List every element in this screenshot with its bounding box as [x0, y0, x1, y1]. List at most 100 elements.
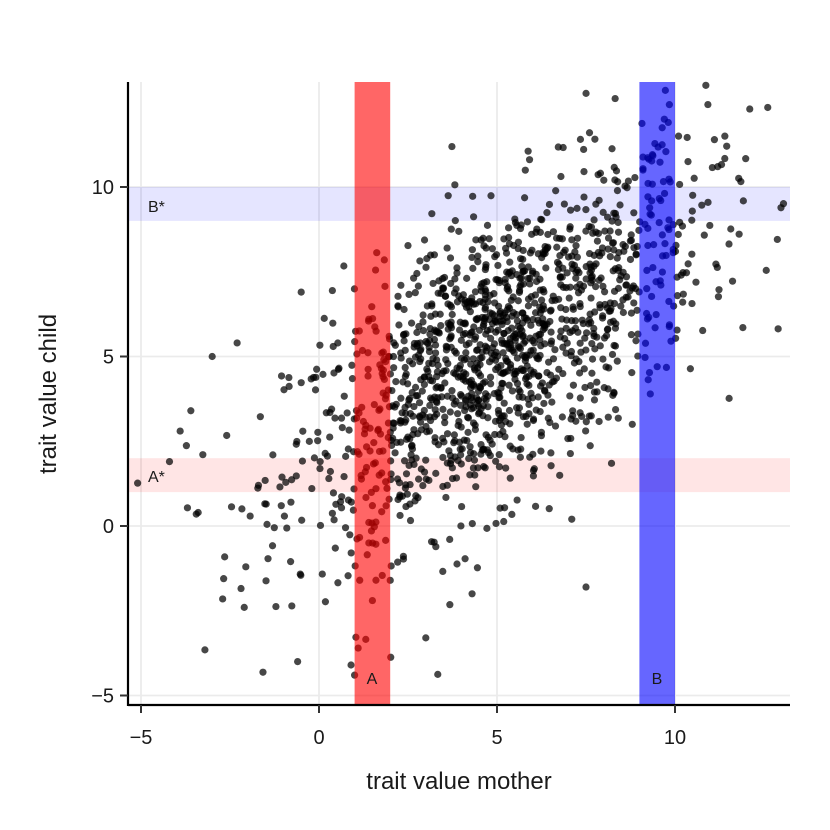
data-point: [713, 263, 721, 272]
data-point: [276, 483, 284, 491]
data-point: [485, 235, 493, 243]
data-point: [192, 510, 200, 518]
data-point: [278, 473, 286, 481]
data-point: [544, 414, 552, 422]
data-point: [773, 235, 781, 244]
data-point: [599, 355, 607, 363]
data-point: [624, 177, 633, 185]
data-point: [526, 280, 534, 288]
data-point: [614, 414, 622, 422]
data-point: [610, 163, 618, 171]
data-point: [737, 178, 745, 186]
data-point: [496, 393, 504, 401]
data-point: [474, 258, 482, 266]
data-point: [316, 521, 325, 530]
data-point: [487, 380, 495, 388]
y-tick-label: 5: [103, 347, 114, 369]
data-point: [595, 417, 603, 426]
data-point: [477, 283, 485, 291]
y-axis-title: trait value child: [35, 314, 62, 474]
data-point: [610, 341, 618, 350]
data-point: [592, 283, 600, 291]
data-point: [316, 341, 324, 349]
data-point: [344, 572, 352, 580]
data-point: [434, 670, 442, 678]
data-point: [470, 450, 478, 458]
data-point: [602, 363, 610, 371]
data-point: [394, 292, 402, 300]
data-point: [334, 579, 342, 587]
data-point: [401, 372, 409, 380]
data-point: [518, 366, 527, 375]
data-point: [415, 475, 423, 483]
data-point: [524, 395, 532, 403]
data-point: [487, 334, 495, 342]
data-point: [460, 436, 468, 444]
data-point: [259, 668, 267, 676]
data-point: [422, 338, 430, 346]
data-point: [474, 252, 482, 260]
data-point: [471, 288, 480, 296]
data-point: [464, 428, 472, 436]
data-point: [221, 553, 229, 561]
data-point: [411, 289, 419, 297]
data-point: [392, 378, 400, 386]
data-point: [441, 379, 449, 387]
data-point: [762, 266, 770, 274]
data-point: [446, 408, 454, 416]
data-point: [469, 404, 478, 412]
data-point: [683, 133, 691, 142]
data-point: [478, 313, 486, 322]
data-point: [237, 584, 245, 593]
data-point: [439, 405, 447, 413]
data-point: [500, 235, 508, 243]
data-point: [454, 373, 462, 381]
data-point: [390, 339, 398, 347]
data-point: [622, 281, 631, 289]
data-point: [504, 367, 512, 375]
data-point: [532, 406, 540, 414]
data-point: [688, 250, 696, 258]
data-point: [268, 542, 277, 550]
data-point: [525, 381, 533, 389]
data-point: [527, 321, 535, 329]
data-point: [343, 409, 351, 417]
data-points: [134, 81, 788, 679]
data-point: [544, 391, 552, 399]
data-point: [582, 418, 590, 426]
data-point: [679, 290, 687, 298]
data-point: [444, 192, 452, 200]
data-point: [600, 176, 608, 184]
data-point: [430, 251, 439, 259]
data-point: [461, 320, 469, 328]
data-point: [531, 291, 540, 299]
data-point: [479, 445, 487, 454]
data-point: [537, 432, 546, 440]
data-point: [551, 296, 559, 304]
data-point: [631, 173, 639, 182]
data-point: [548, 398, 556, 406]
data-point: [688, 216, 696, 224]
data-point: [541, 340, 549, 348]
data-point: [549, 228, 557, 236]
data-point: [401, 403, 409, 412]
data-point: [496, 308, 505, 316]
data-point: [328, 405, 336, 413]
data-point: [463, 274, 471, 282]
data-point: [459, 291, 467, 299]
data-point: [452, 397, 460, 405]
data-point: [326, 467, 335, 476]
data-point: [468, 519, 476, 528]
data-point: [341, 524, 350, 532]
data-point: [309, 373, 318, 382]
data-point: [451, 181, 459, 189]
data-point: [677, 271, 685, 279]
data-point: [504, 302, 512, 311]
band-label-B-star: B*: [148, 199, 165, 216]
data-point: [416, 418, 425, 426]
data-point: [238, 505, 246, 513]
data-point: [469, 264, 477, 272]
band-A: [354, 82, 391, 705]
data-point: [420, 380, 428, 389]
data-point: [573, 204, 581, 212]
